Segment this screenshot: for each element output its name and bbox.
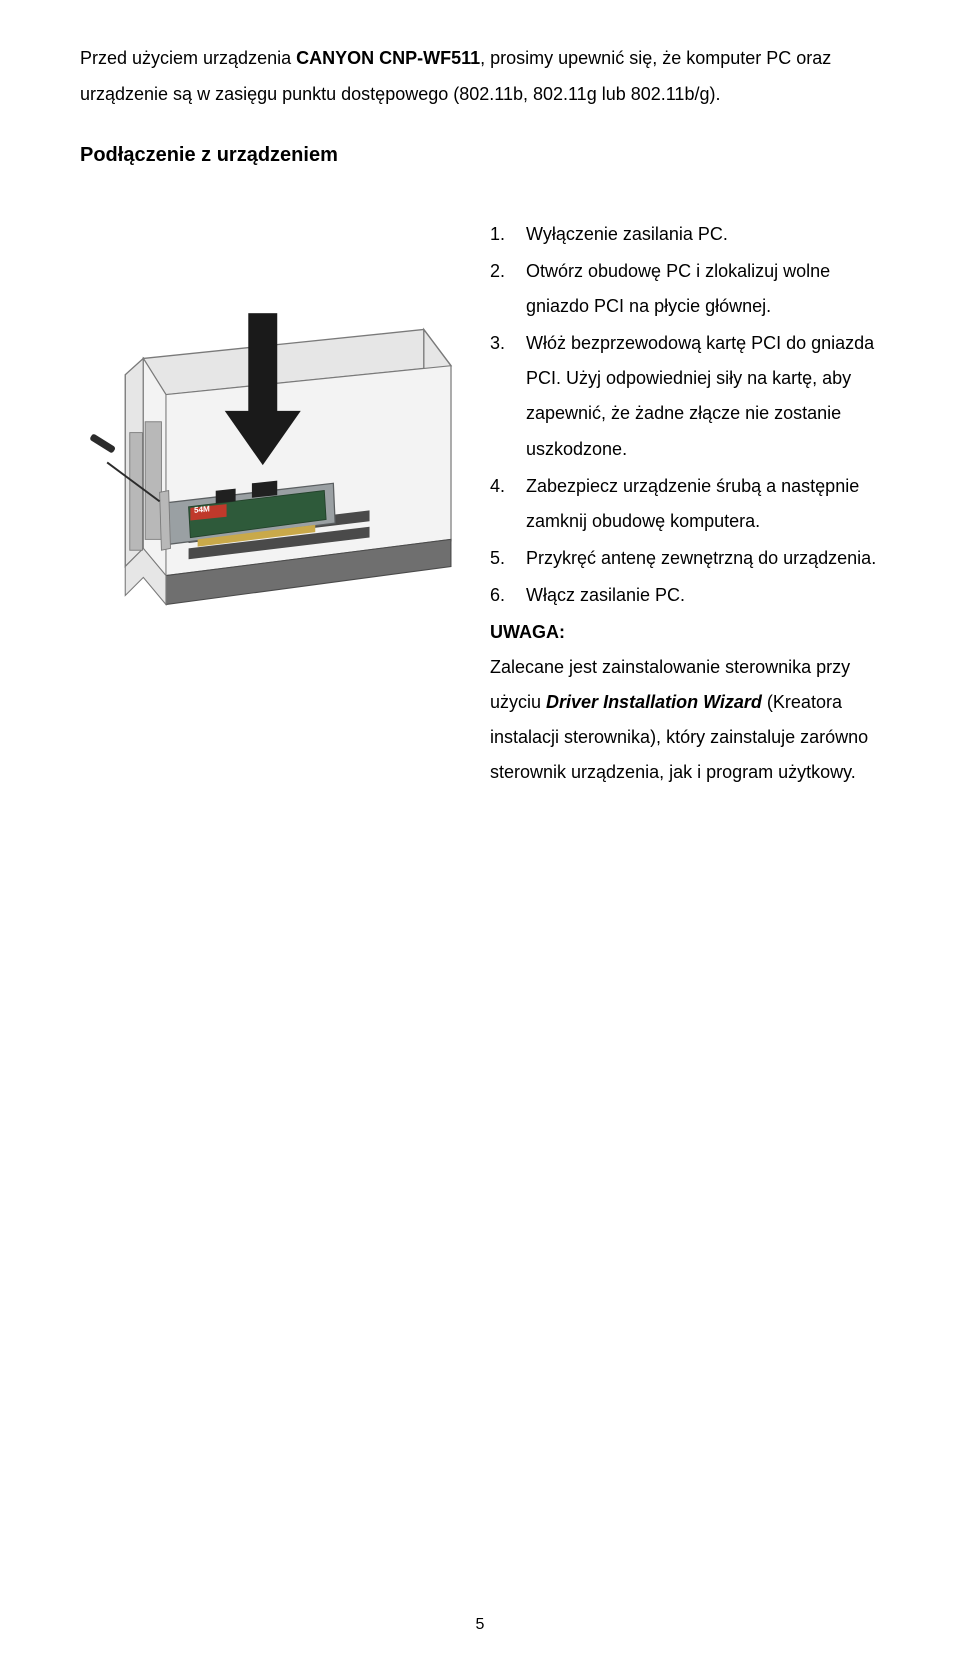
step-text: Włącz zasilanie PC. bbox=[526, 578, 880, 613]
card-chip bbox=[252, 481, 277, 498]
note-body: Zalecane jest zainstalowanie sterownika … bbox=[490, 650, 880, 790]
list-item: 1. Wyłączenie zasilania PC. bbox=[490, 217, 880, 252]
antenna-body bbox=[89, 433, 116, 454]
step-number: 2. bbox=[490, 254, 526, 324]
step-text: Wyłączenie zasilania PC. bbox=[526, 217, 880, 252]
steps-list: 1. Wyłączenie zasilania PC. 2. Otwórz ob… bbox=[490, 217, 880, 613]
list-item: 5. Przykręć antenę zewnętrzną do urządze… bbox=[490, 541, 880, 576]
intro-pre: Przed użyciem urządzenia bbox=[80, 48, 296, 68]
steps-column: 1. Wyłączenie zasilania PC. 2. Otwórz ob… bbox=[490, 217, 880, 791]
section-title: Podłączenie z urządzeniem bbox=[80, 144, 880, 167]
content-row: 54M 1. Wyłączenie zasilania PC. 2. Otwór… bbox=[80, 217, 880, 791]
product-name: CANYON CNP-WF511 bbox=[296, 48, 480, 68]
pc-case bbox=[125, 329, 451, 604]
hardware-diagram: 54M bbox=[80, 277, 460, 621]
step-number: 4. bbox=[490, 469, 526, 539]
step-number: 1. bbox=[490, 217, 526, 252]
step-text: Włóż bezprzewodową kartę PCI do gniazda … bbox=[526, 326, 880, 466]
step-number: 6. bbox=[490, 578, 526, 613]
step-text: Zabezpiecz urządzenie śrubą a następnie … bbox=[526, 469, 880, 539]
step-number: 3. bbox=[490, 326, 526, 466]
list-item: 3. Włóż bezprzewodową kartę PCI do gniaz… bbox=[490, 326, 880, 466]
step-text: Przykręć antenę zewnętrzną do urządzenia… bbox=[526, 541, 880, 576]
card-label-text: 54M bbox=[194, 504, 210, 515]
card-bracket bbox=[160, 491, 171, 551]
list-item: 4. Zabezpiecz urządzenie śrubą a następn… bbox=[490, 469, 880, 539]
card-chip-2 bbox=[216, 489, 236, 504]
note-driver-name: Driver Installation Wizard bbox=[546, 692, 762, 712]
step-number: 5. bbox=[490, 541, 526, 576]
page-number: 5 bbox=[0, 1616, 960, 1634]
note-label: UWAGA: bbox=[490, 615, 880, 650]
diagram-column: 54M bbox=[80, 217, 460, 626]
backplate-slot-1 bbox=[145, 422, 161, 540]
list-item: 6. Włącz zasilanie PC. bbox=[490, 578, 880, 613]
backplate-slot-2 bbox=[130, 433, 143, 551]
list-item: 2. Otwórz obudowę PC i zlokalizuj wolne … bbox=[490, 254, 880, 324]
step-text: Otwórz obudowę PC i zlokalizuj wolne gni… bbox=[526, 254, 880, 324]
intro-paragraph: Przed użyciem urządzenia CANYON CNP-WF51… bbox=[80, 40, 880, 112]
